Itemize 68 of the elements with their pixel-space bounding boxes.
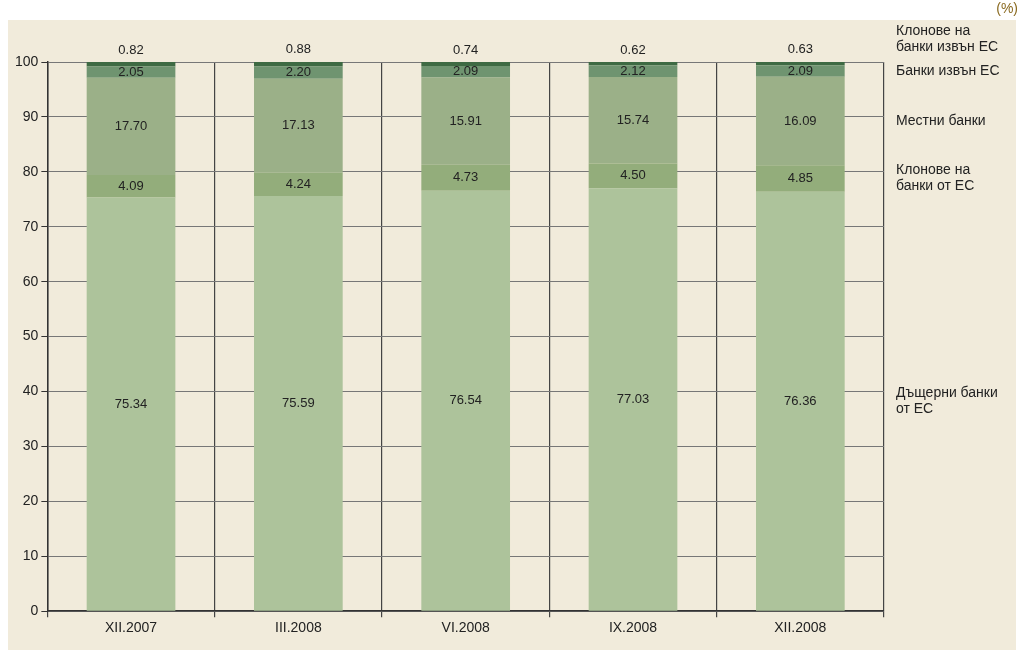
bar <box>254 62 343 67</box>
y-tick-label: 60 <box>22 272 39 289</box>
text: Местни банки <box>896 111 986 128</box>
data-label: 2.09 <box>787 62 813 78</box>
text: Клонове на банки извън ЕС <box>896 21 999 54</box>
x-tick-label: XII.2008 <box>774 619 827 636</box>
data-label: 17.70 <box>114 117 148 133</box>
bar <box>421 62 511 67</box>
bar <box>755 62 845 66</box>
data-label: 17.13 <box>282 117 315 133</box>
data-label: 75.59 <box>282 394 315 410</box>
bar <box>755 76 845 166</box>
bar <box>86 197 176 611</box>
bar <box>421 77 511 165</box>
data-label: 0.62 <box>620 41 646 57</box>
data-label: 0.88 <box>285 41 312 57</box>
data-label: 77.03 <box>616 391 650 406</box>
data-label: 4.24 <box>285 175 312 191</box>
data-label: 75.34 <box>114 395 148 411</box>
bar <box>86 62 176 67</box>
data-label: 4.09 <box>118 177 144 193</box>
y-tick-label: 40 <box>22 382 39 399</box>
data-label: 4.85 <box>787 170 813 186</box>
text: Банки извън ЕС <box>896 61 1000 78</box>
text: (%) <box>996 0 1018 16</box>
y-tick-label: 50 <box>22 327 39 344</box>
bar <box>588 65 678 77</box>
x-tick-label: XII.2007 <box>104 619 158 636</box>
data-label: 76.36 <box>784 392 817 408</box>
data-label: 16.09 <box>784 112 817 128</box>
data-label: 2.12 <box>620 62 646 78</box>
y-tick-label: 70 <box>22 217 39 234</box>
y-tick-label: 20 <box>22 492 39 509</box>
data-label: 2.09 <box>453 63 479 79</box>
data-label: 15.91 <box>449 112 482 128</box>
bar <box>588 188 678 611</box>
y-tick-label: 30 <box>22 437 39 454</box>
data-label: 0.74 <box>453 41 479 57</box>
x-tick-label: IX.2008 <box>608 619 658 636</box>
bar <box>588 163 678 189</box>
bar <box>588 76 678 164</box>
x-tick-label: VI.2008 <box>441 619 491 636</box>
data-label: 4.50 <box>620 167 646 183</box>
data-label: 2.05 <box>118 63 144 79</box>
y-tick-label: 10 <box>22 547 39 564</box>
y-tick-label: 90 <box>22 107 39 124</box>
data-label: 76.54 <box>449 392 482 408</box>
data-label: 0.63 <box>787 41 813 57</box>
data-label: 2.20 <box>285 64 312 80</box>
text: Дъщерни банки от ЕС <box>896 384 998 417</box>
text: Клонове на банки от ЕС <box>896 161 975 194</box>
bar <box>86 77 176 175</box>
bar <box>755 191 845 611</box>
bar <box>254 196 343 611</box>
bar <box>86 174 176 198</box>
data-label: 15.74 <box>616 111 650 127</box>
bar <box>254 172 343 197</box>
y-tick-label: 100 <box>15 52 39 69</box>
bar <box>755 165 845 192</box>
bar <box>421 190 511 611</box>
y-tick-label: 0 <box>30 602 39 619</box>
bar <box>254 78 343 173</box>
bar <box>755 65 845 77</box>
y-tick-label: 80 <box>22 162 39 179</box>
bar <box>421 164 511 191</box>
data-label: 0.82 <box>118 41 144 57</box>
x-tick-label: III.2008 <box>275 619 322 636</box>
data-label: 4.73 <box>453 169 479 185</box>
